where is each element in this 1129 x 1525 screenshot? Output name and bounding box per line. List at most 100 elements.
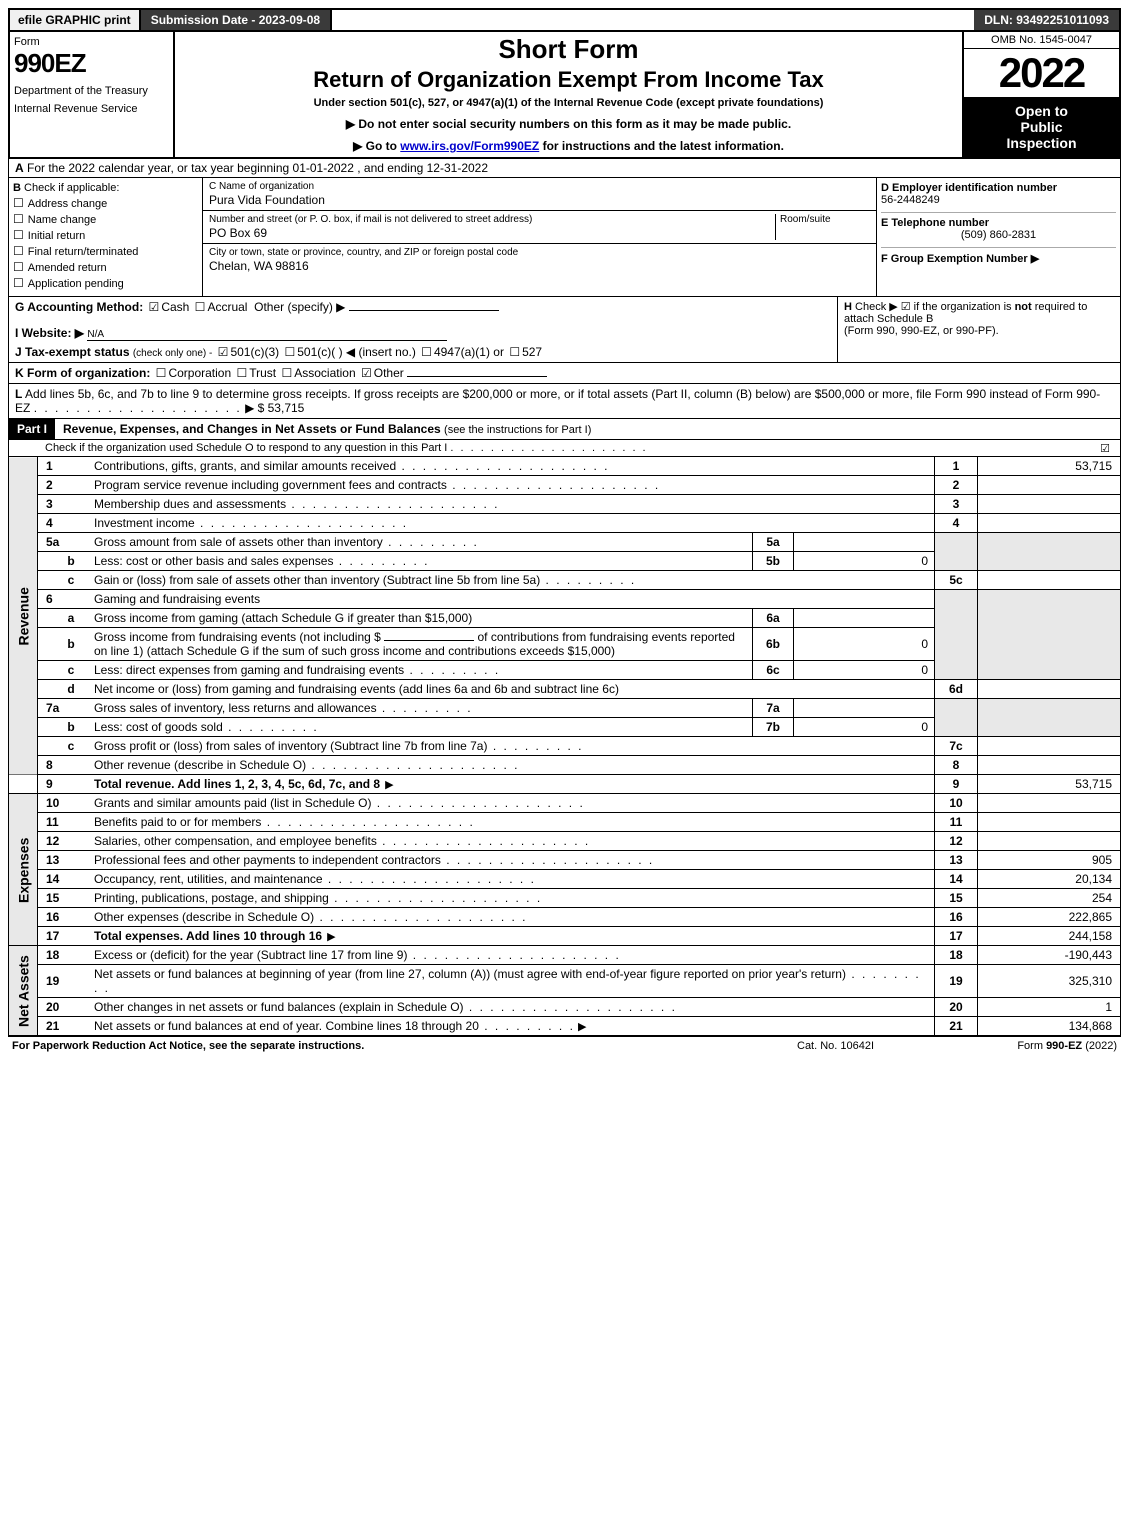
cb-address-change[interactable]: Address change <box>13 196 198 210</box>
l9-side-gap <box>9 775 38 794</box>
line-3: 3 Membership dues and assessments 3 <box>9 495 1121 514</box>
l8-desc: Other revenue (describe in Schedule O) <box>94 758 519 772</box>
l1-num: 1 <box>38 457 91 476</box>
city-label: City or town, state or province, country… <box>209 247 870 258</box>
open-line2: Public <box>970 119 1113 135</box>
other-specify-line[interactable] <box>349 310 499 311</box>
l7c-num: c <box>38 737 91 756</box>
k-opt2: Association <box>294 366 355 380</box>
l6-shaded <box>935 590 978 680</box>
section-d: D Employer identification number 56-2448… <box>877 178 1120 296</box>
l2-num: 2 <box>38 476 91 495</box>
j-opt2: 501(c)( ) ◀ (insert no.) <box>297 345 416 359</box>
l6-desc: Gaming and fundraising events <box>90 590 935 609</box>
line-5c: c Gain or (loss) from sale of assets oth… <box>9 571 1121 590</box>
section-gh: G Accounting Method: Cash Accrual Other … <box>8 297 1121 363</box>
section-k: K Form of organization: Corporation Trus… <box>8 363 1121 384</box>
l8-val <box>978 756 1121 775</box>
l13-desc: Professional fees and other payments to … <box>94 853 654 867</box>
l6-shaded-val <box>978 590 1121 680</box>
section-h: H Check ▶ ☑ if the organization is not r… <box>837 297 1120 362</box>
cb-501c[interactable] <box>282 345 297 359</box>
l6b-subval: 0 <box>794 628 935 661</box>
l21-rnum: 21 <box>935 1017 978 1036</box>
l14-desc: Occupancy, rent, utilities, and maintena… <box>94 872 536 886</box>
top-bar: efile GRAPHIC print Submission Date - 20… <box>8 8 1121 32</box>
irs-link[interactable]: www.irs.gov/Form990EZ <box>400 139 539 153</box>
submission-date: Submission Date - 2023-09-08 <box>141 10 332 30</box>
l5c-val <box>978 571 1121 590</box>
cb-4947[interactable] <box>419 345 434 359</box>
line-6: 6 Gaming and fundraising events <box>9 590 1121 609</box>
cb-cash[interactable] <box>147 300 162 314</box>
l7-shaded-val <box>978 699 1121 737</box>
cb-association[interactable] <box>279 366 294 380</box>
cb-name-change[interactable]: Name change <box>13 212 198 226</box>
line-2: 2 Program service revenue including gove… <box>9 476 1121 495</box>
side-expenses: Expenses <box>9 794 38 946</box>
l4-num: 4 <box>38 514 91 533</box>
k-other-line[interactable] <box>407 376 547 377</box>
l7b-sub: 7b <box>753 718 794 737</box>
l6d-num: d <box>38 680 91 699</box>
l2-val <box>978 476 1121 495</box>
line-6d: d Net income or (loss) from gaming and f… <box>9 680 1121 699</box>
ein-value: 56-2448249 <box>881 194 1116 206</box>
h-text1: Check ▶ ☑ if the organization is <box>855 301 1015 313</box>
section-b-heading: Check if applicable: <box>24 182 119 194</box>
l6d-val <box>978 680 1121 699</box>
l5a-desc: Gross amount from sale of assets other t… <box>94 535 479 549</box>
line-21: 21 Net assets or fund balances at end of… <box>9 1017 1121 1036</box>
l17-val: 244,158 <box>978 927 1121 946</box>
part1-sub: (see the instructions for Part I) <box>444 424 591 436</box>
cb-final-return[interactable]: Final return/terminated <box>13 244 198 258</box>
cb-schedule-o[interactable] <box>1098 442 1112 455</box>
check-o-text: Check if the organization used Schedule … <box>45 442 447 454</box>
l7b-subval: 0 <box>794 718 935 737</box>
check-o-dots <box>450 442 647 454</box>
l18-val: -190,443 <box>978 946 1121 965</box>
l6a-desc: Gross income from gaming (attach Schedul… <box>94 611 472 625</box>
l5b-sub: 5b <box>753 552 794 571</box>
l4-desc: Investment income <box>94 516 408 530</box>
group-label: F Group Exemption Number ▶ <box>881 253 1039 265</box>
l3-num: 3 <box>38 495 91 514</box>
cb-corporation[interactable] <box>154 366 169 380</box>
l1-desc: Contributions, gifts, grants, and simila… <box>94 459 610 473</box>
cb-other-org[interactable] <box>359 366 374 380</box>
l3-rnum: 3 <box>935 495 978 514</box>
website-value: N/A <box>87 329 447 341</box>
org-name-label: C Name of organization <box>209 181 870 192</box>
l2-rnum: 2 <box>935 476 978 495</box>
l6c-desc: Less: direct expenses from gaming and fu… <box>94 663 500 677</box>
l9-rnum: 9 <box>935 775 978 794</box>
l-value: ▶ $ 53,715 <box>245 401 304 415</box>
j-opt4: 527 <box>522 345 542 359</box>
l10-desc: Grants and similar amounts paid (list in… <box>94 796 585 810</box>
cb-initial-return[interactable]: Initial return <box>13 228 198 242</box>
l20-num: 20 <box>38 998 91 1017</box>
addr-value: PO Box 69 <box>209 226 775 240</box>
l6b-blank[interactable] <box>384 640 474 641</box>
l14-rnum: 14 <box>935 870 978 889</box>
l11-rnum: 11 <box>935 813 978 832</box>
l16-val: 222,865 <box>978 908 1121 927</box>
section-a: A For the 2022 calendar year, or tax yea… <box>8 159 1121 178</box>
l19-rnum: 19 <box>935 965 978 998</box>
line-1: Revenue 1 Contributions, gifts, grants, … <box>9 457 1121 476</box>
l17-num: 17 <box>38 927 91 946</box>
cb-trust[interactable] <box>234 366 249 380</box>
line-10: Expenses 10 Grants and similar amounts p… <box>9 794 1121 813</box>
cb-amended-return[interactable]: Amended return <box>13 260 198 274</box>
cb-accrual[interactable] <box>193 300 208 314</box>
city-value: Chelan, WA 98816 <box>209 259 870 273</box>
line-16: 16 Other expenses (describe in Schedule … <box>9 908 1121 927</box>
l16-num: 16 <box>38 908 91 927</box>
cb-501c3[interactable] <box>216 345 231 359</box>
l9-dots <box>380 777 396 791</box>
cb-527[interactable] <box>507 345 522 359</box>
footer-right-pre: Form <box>1017 1040 1046 1052</box>
cb-application-pending[interactable]: Application pending <box>13 276 198 290</box>
j-opt3: 4947(a)(1) or <box>434 345 504 359</box>
l7c-val <box>978 737 1121 756</box>
